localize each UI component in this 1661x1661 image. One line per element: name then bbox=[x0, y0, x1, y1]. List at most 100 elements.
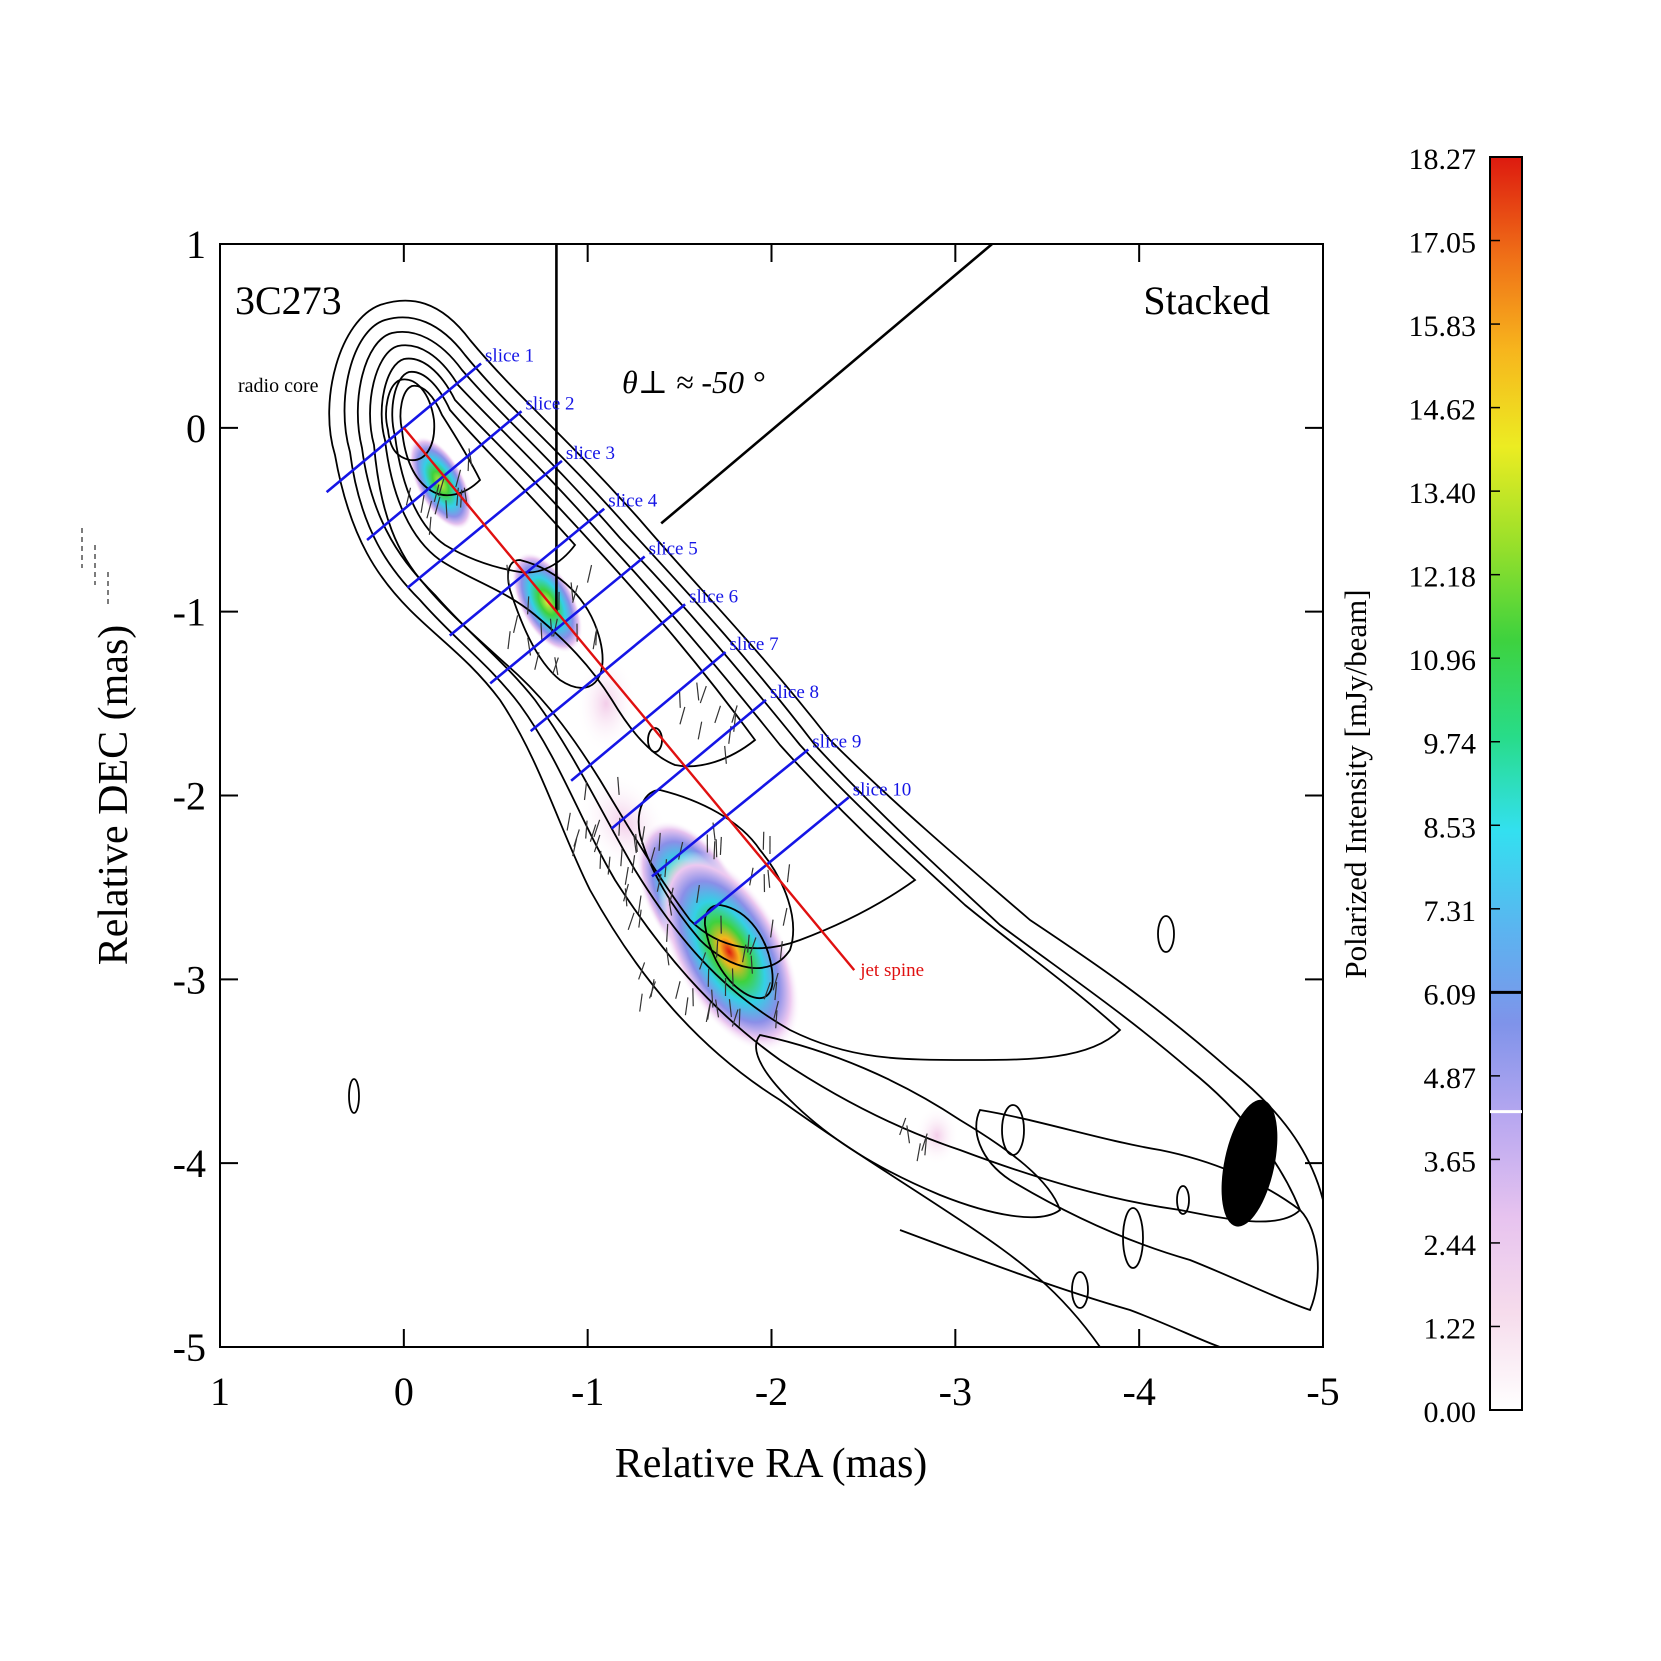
evpa-tick bbox=[593, 834, 601, 853]
evpa-tick bbox=[666, 923, 669, 942]
evpa-tick bbox=[678, 841, 684, 860]
evpa-tick bbox=[445, 500, 448, 519]
evpa-tick bbox=[593, 819, 601, 838]
evpa-tick bbox=[707, 1001, 712, 1020]
evpa-tick bbox=[921, 1133, 928, 1151]
evpa-tick bbox=[668, 897, 673, 916]
evpa-tick bbox=[552, 657, 559, 675]
evpa-tick bbox=[507, 631, 511, 650]
y-tick-label: 0 bbox=[186, 406, 206, 451]
colorbar-tick-label: 10.96 bbox=[1409, 644, 1477, 677]
evpa-tick bbox=[767, 869, 771, 888]
evpa-tick bbox=[713, 841, 716, 860]
y-tick-label: -3 bbox=[173, 957, 206, 1002]
x-tick-label: -4 bbox=[1123, 1369, 1156, 1414]
evpa-tick bbox=[639, 993, 643, 1012]
x-tick-label: 1 bbox=[210, 1369, 230, 1414]
evpa-tick bbox=[595, 627, 598, 646]
colorbar-tick-label: 18.27 bbox=[1409, 143, 1477, 176]
evpa-tick bbox=[664, 859, 668, 878]
evpa-tick bbox=[620, 848, 623, 867]
colorbar-tick-label: 6.09 bbox=[1424, 978, 1477, 1011]
slice-line-8 bbox=[610, 698, 767, 830]
evpa-tick bbox=[433, 484, 440, 503]
colorbar-tick-label: 14.62 bbox=[1409, 394, 1477, 427]
axis-ticks bbox=[219, 243, 1324, 1348]
evpa-tick bbox=[697, 721, 703, 740]
pi-faint-blob bbox=[576, 653, 637, 754]
evpa-tick bbox=[405, 487, 412, 506]
colorbar-tick-label: 9.74 bbox=[1424, 728, 1477, 761]
evpa-tick bbox=[572, 838, 578, 857]
evpa-tick bbox=[420, 494, 425, 513]
evpa-tick bbox=[506, 564, 510, 583]
evpa-tick bbox=[679, 706, 686, 725]
slice-line-1 bbox=[325, 362, 482, 494]
colorbar-tick-label: 8.53 bbox=[1424, 811, 1477, 844]
evpa-tick bbox=[512, 615, 519, 633]
evpa-tick bbox=[658, 832, 661, 851]
total-intensity-contours bbox=[328, 299, 1323, 1347]
evpa-tick bbox=[656, 873, 662, 892]
evpa-tick bbox=[738, 1008, 741, 1027]
evpa-tick bbox=[631, 855, 636, 874]
colorbar-tick-label: 0.00 bbox=[1424, 1396, 1477, 1429]
evpa-tick bbox=[684, 997, 689, 1016]
evpa-tick bbox=[775, 1010, 778, 1029]
evpa-tick bbox=[633, 835, 637, 854]
x-axis-title: Relative RA (mas) bbox=[615, 1441, 928, 1487]
evpa-tick bbox=[715, 939, 719, 958]
evpa-tick bbox=[638, 909, 642, 928]
evpa-tick bbox=[637, 895, 642, 914]
evpa-tick bbox=[678, 689, 681, 708]
evpa-tick bbox=[773, 1001, 779, 1019]
slice-label-3: slice 3 bbox=[566, 443, 615, 464]
slice-label-9: slice 9 bbox=[812, 732, 861, 753]
evpa-tick bbox=[696, 682, 700, 701]
y-tick-label: 1 bbox=[186, 222, 206, 267]
evpa-tick bbox=[772, 972, 779, 991]
colorbar-scale bbox=[1489, 156, 1523, 1411]
angle-label: θ⊥ ≈ -50 ° bbox=[622, 364, 765, 400]
colorbar-title: Polarized Intensity [mJy/beam] bbox=[1338, 589, 1373, 978]
colorbar-tick-label: 3.65 bbox=[1424, 1145, 1477, 1178]
evpa-tick bbox=[770, 919, 774, 938]
evpa-tick bbox=[573, 829, 580, 847]
slice-label-8: slice 8 bbox=[770, 682, 819, 703]
outer-evpa-ticks bbox=[81, 528, 109, 605]
evpa-tick bbox=[665, 947, 670, 966]
evpa-tick bbox=[916, 1143, 921, 1162]
evpa-tick bbox=[589, 824, 597, 842]
x-tick-label: -3 bbox=[939, 1369, 972, 1414]
evpa-tick bbox=[585, 820, 588, 839]
evpa-tick bbox=[527, 637, 532, 656]
evpa-tick bbox=[638, 962, 646, 980]
evpa-tick bbox=[650, 979, 655, 998]
colorbar-tick-label: 7.31 bbox=[1424, 895, 1477, 928]
y-tick-label: -2 bbox=[173, 774, 206, 819]
evpa-tick bbox=[434, 496, 441, 515]
evpa-tick bbox=[641, 826, 646, 845]
evpa-tick bbox=[675, 981, 681, 999]
evpa-tick bbox=[731, 1009, 739, 1027]
evpa-tick bbox=[741, 944, 747, 963]
jet-spine-line bbox=[402, 427, 856, 971]
slice-label-6: slice 6 bbox=[689, 586, 738, 607]
colorbar: 18.27 17.05 15.83 14.62 13.40 12.18 10.96 9.74 8… bbox=[1409, 143, 1523, 1429]
slice-line-9 bbox=[651, 748, 810, 878]
evpa-tick bbox=[527, 596, 530, 615]
evpa-tick bbox=[899, 1117, 907, 1136]
evpa-tick bbox=[617, 776, 620, 795]
evpa-tick bbox=[624, 888, 628, 907]
evpa-tick bbox=[786, 864, 791, 883]
angle-reference bbox=[660, 244, 993, 525]
slice-label-2: slice 2 bbox=[525, 393, 574, 414]
colorbar-tick-label: 17.05 bbox=[1409, 227, 1477, 260]
x-tick-label: -1 bbox=[571, 1369, 604, 1414]
evpa-tick bbox=[733, 713, 737, 732]
evpa-tick bbox=[426, 500, 433, 519]
evpa-tick bbox=[624, 866, 629, 885]
colorbar-tick-label: 15.83 bbox=[1409, 310, 1477, 343]
colorbar-tick-label: 12.18 bbox=[1409, 561, 1477, 594]
